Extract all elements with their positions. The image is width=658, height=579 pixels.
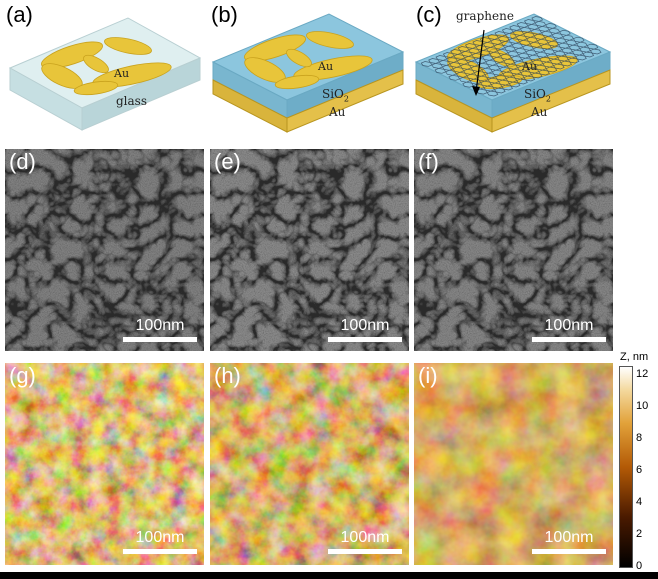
panel-b: (b) Au SiO2 Au: [205, 0, 410, 140]
panel-label-h: (h): [214, 363, 241, 388]
panel-label-a: (a): [6, 2, 33, 27]
label-sio2-b: SiO2: [322, 87, 349, 104]
scalebar-g: [123, 549, 197, 554]
afm-image-g: [5, 363, 204, 565]
scalebar-d: [123, 337, 197, 342]
colorbar-tick-label: 0: [636, 560, 643, 572]
scalebar-label-d: 100nm: [135, 317, 185, 334]
scalebar-i: [532, 549, 606, 554]
colorbar-tick-label: 2: [636, 528, 643, 540]
panel-label-g: (g): [9, 363, 36, 388]
afm-image-i: [414, 363, 613, 565]
graphene-arrow: [475, 29, 485, 93]
panel-label-i: (i): [418, 363, 438, 388]
panel-a: (a) Au glass: [0, 0, 205, 140]
scalebar-h: [328, 549, 402, 554]
label-au-layer-b: Au: [329, 105, 346, 119]
label-sio2-c: SiO2: [524, 87, 551, 104]
label-au: Au: [114, 67, 130, 80]
colorbar-tick-label: 10: [636, 400, 649, 412]
schematic-sio2-au: [211, 13, 405, 133]
colorbar-tick-label: 8: [636, 432, 643, 444]
panel-label-b: (b): [211, 2, 238, 27]
panel-label-d: (d): [9, 149, 36, 174]
panel-label-c: (c): [416, 2, 442, 27]
schematic-glass-substrate: [8, 17, 202, 131]
sem-image-f: [414, 149, 613, 351]
panel-e: (e) 100nm: [210, 149, 409, 351]
panel-c: (c) graphene Au SiO2 Au: [410, 0, 658, 140]
label-glass: glass: [116, 94, 147, 108]
panel-g: (g) 100nm: [5, 363, 204, 565]
colorbar-tick-label: 6: [636, 464, 643, 476]
graphene-lattice: [420, 16, 602, 97]
scalebar-label-h: 100nm: [340, 529, 390, 546]
scalebar-label-f: 100nm: [544, 317, 594, 334]
panel-label-f: (f): [418, 149, 439, 174]
bottom-border: [0, 572, 658, 579]
panel-h: (h) 100nm: [210, 363, 409, 565]
scalebar-label-e: 100nm: [340, 317, 390, 334]
scalebar-e: [328, 337, 402, 342]
panel-f: (f) 100nm: [414, 149, 613, 351]
label-au-particles-c: Au: [522, 60, 538, 73]
panel-i: (i) 100nm: [414, 363, 613, 565]
label-graphene: graphene: [456, 9, 514, 23]
label-au-particles-b: Au: [318, 60, 334, 73]
label-au-layer-c: Au: [531, 105, 548, 119]
sem-image-d: [5, 149, 204, 351]
panel-label-e: (e): [214, 149, 241, 174]
colorbar-tick-label: 4: [636, 496, 643, 508]
afm-image-h: [210, 363, 409, 565]
sem-image-e: [210, 149, 409, 351]
scalebar-f: [532, 337, 606, 342]
colorbar: [619, 366, 633, 568]
colorbar-title: Z, nm: [620, 351, 649, 363]
schematic-graphene: [414, 13, 612, 133]
scalebar-label-g: 100nm: [135, 529, 185, 546]
panel-d: (d) 100nm: [5, 149, 204, 351]
colorbar-tick-label: 12: [636, 368, 649, 380]
scalebar-label-i: 100nm: [544, 529, 594, 546]
